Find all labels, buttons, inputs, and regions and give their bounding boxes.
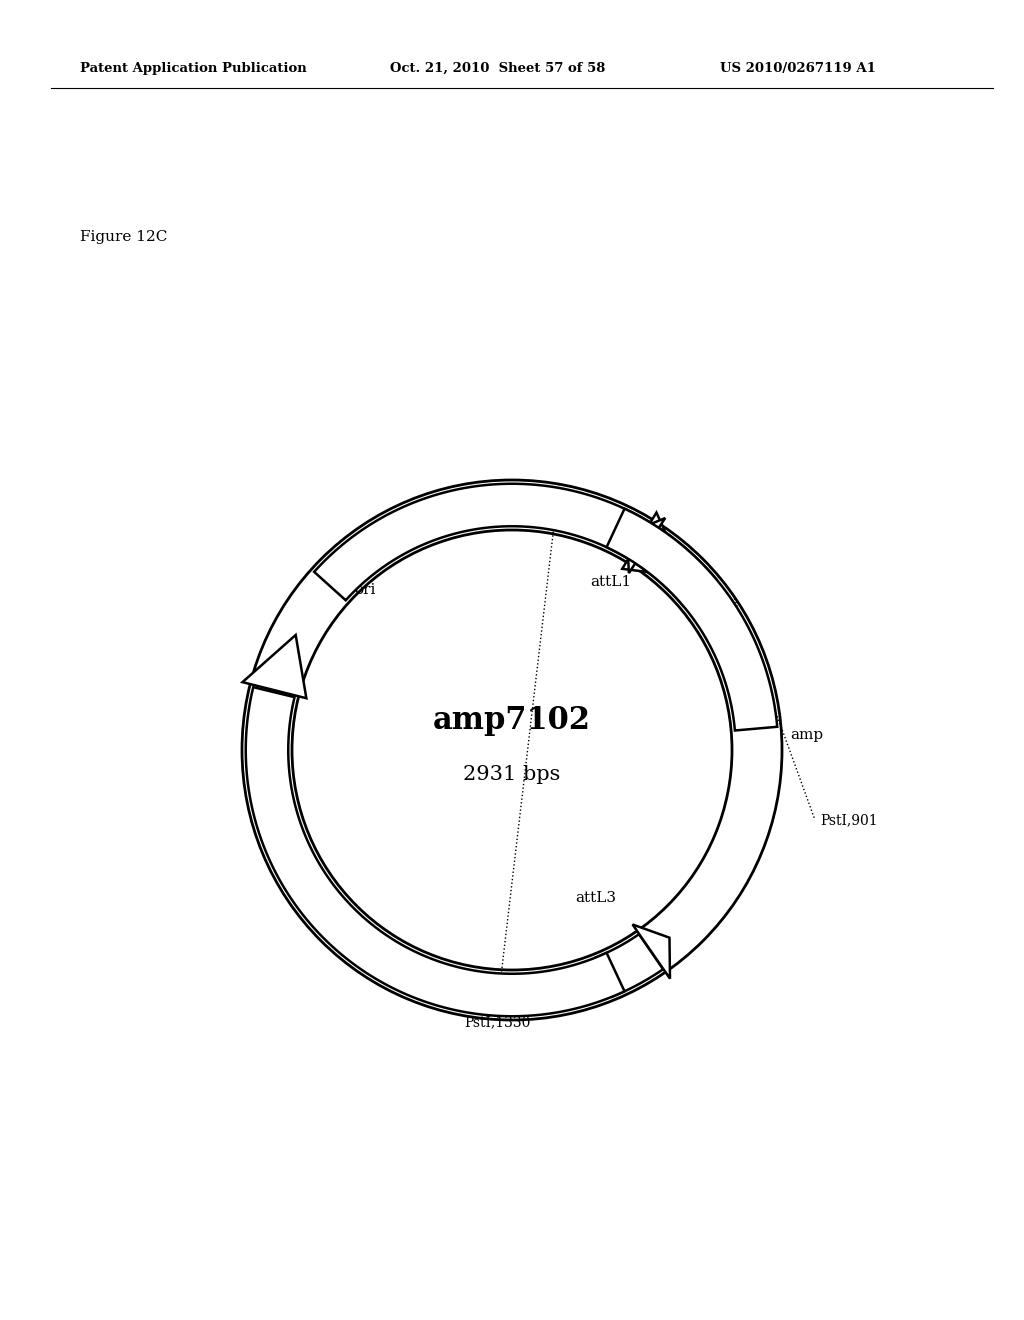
Text: 2931 bps: 2931 bps [463, 766, 561, 784]
Text: US 2010/0267119 A1: US 2010/0267119 A1 [720, 62, 876, 75]
Text: Figure 12C: Figure 12C [80, 230, 167, 244]
Polygon shape [636, 528, 716, 606]
Text: attL1: attL1 [590, 576, 631, 589]
Polygon shape [242, 480, 782, 1020]
Polygon shape [246, 688, 625, 1016]
Polygon shape [606, 508, 777, 730]
Polygon shape [627, 517, 666, 573]
Text: Patent Application Publication: Patent Application Publication [80, 62, 307, 75]
Text: KmR: KmR [253, 813, 291, 828]
Text: PstI,1330: PstI,1330 [464, 1015, 530, 1030]
Text: amp7102: amp7102 [433, 705, 591, 735]
Polygon shape [633, 924, 670, 978]
Text: amp: amp [790, 729, 823, 742]
Text: ori: ori [354, 583, 376, 597]
Polygon shape [314, 483, 649, 601]
Polygon shape [623, 512, 685, 577]
Polygon shape [243, 635, 306, 698]
Text: Oct. 21, 2010  Sheet 57 of 58: Oct. 21, 2010 Sheet 57 of 58 [390, 62, 605, 75]
Text: PstI,901: PstI,901 [820, 813, 878, 828]
Polygon shape [596, 935, 664, 997]
Text: attL3: attL3 [575, 891, 616, 906]
